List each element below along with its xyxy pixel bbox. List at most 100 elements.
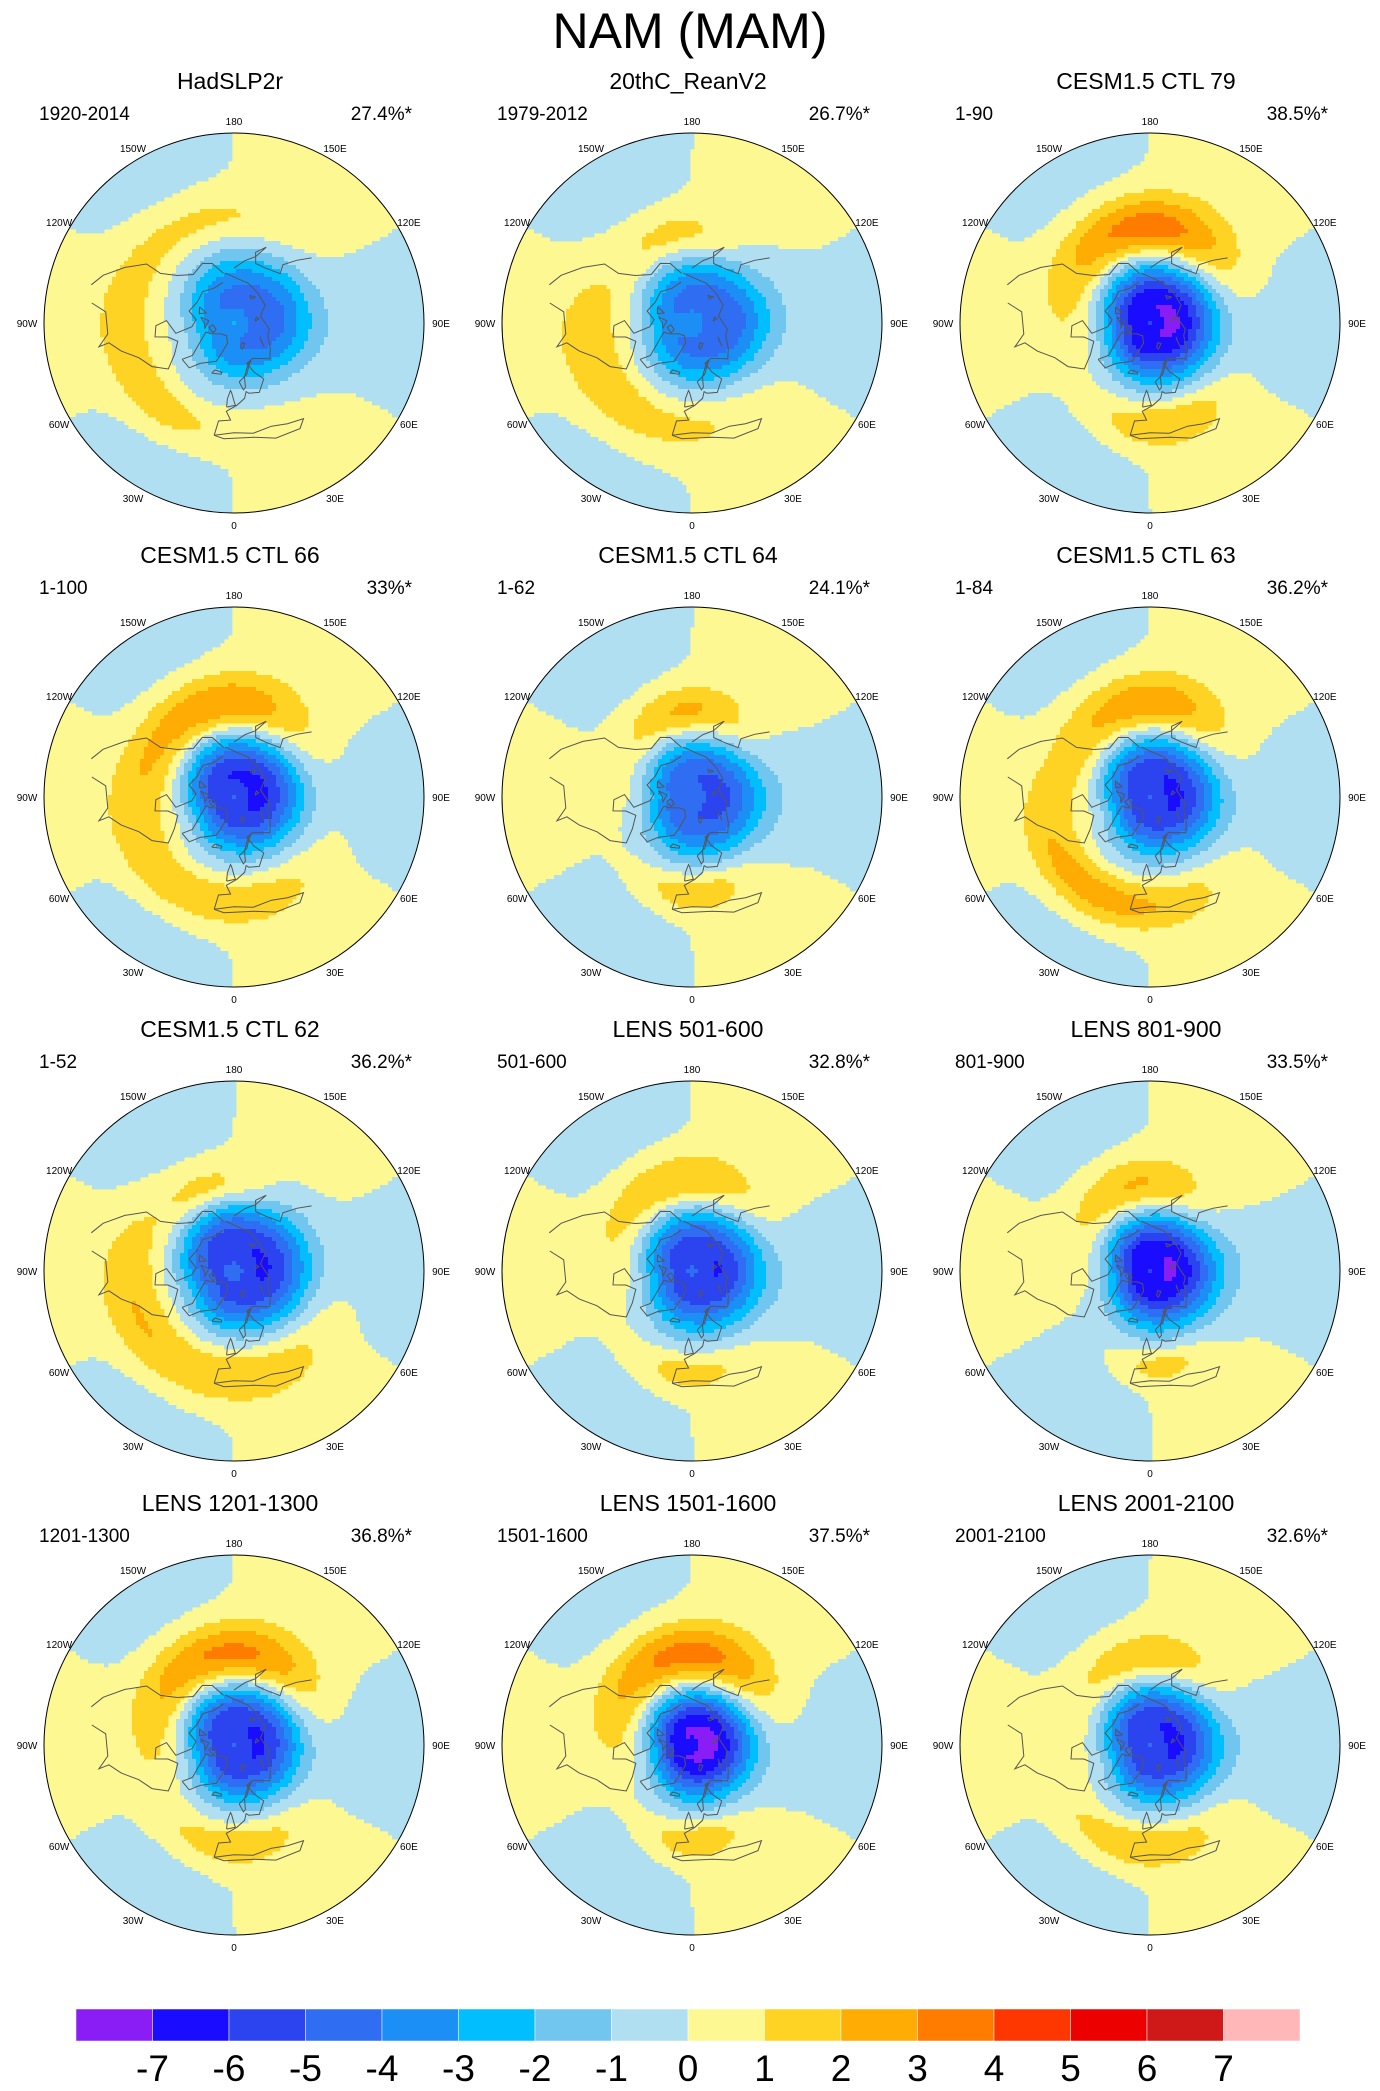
colorbar-swatch [612,2009,689,2041]
lon-label: 150E [1239,1566,1263,1577]
lon-label: 30W [1039,494,1060,505]
lon-label: 90E [890,793,908,804]
lon-label: 180 [684,1065,701,1076]
lon-label: 0 [231,1943,237,1954]
colorbar-swatch [688,2009,765,2041]
panel-variance: 36.8%* [351,1526,412,1548]
lon-label: 60W [49,1368,70,1379]
colorbar-label: 6 [1137,2048,1158,2086]
lon-label: 180 [226,117,243,128]
panel-period: 1920-2014 [39,104,130,126]
lon-label: 30E [1242,1916,1260,1927]
panel-title: CESM1.5 CTL 66 [0,542,460,569]
colorbar-swatch [1224,2009,1301,2041]
lon-label: 120W [46,1166,73,1177]
lon-label: 90W [475,1741,496,1752]
lon-label: 60W [49,894,70,905]
lon-label: 150E [323,144,347,155]
lon-label: 30W [123,968,144,979]
lon-label: 0 [1147,1943,1153,1954]
lon-label: 150E [781,144,805,155]
colorbar-label: 2 [831,2048,852,2086]
lon-label: 180 [1142,591,1159,602]
colorbar-label: -5 [289,2048,322,2086]
field-layer [502,1081,882,1461]
panel-period: 1979-2012 [497,104,588,126]
panel-title: CESM1.5 CTL 64 [458,542,918,569]
lon-label: 60W [965,420,986,431]
lon-label: 120W [504,1166,531,1177]
lon-label: 0 [689,1943,695,1954]
lon-label: 150E [1239,1092,1263,1103]
lon-label: 150W [578,1092,605,1103]
lon-label: 30W [1039,1916,1060,1927]
panel-title: CESM1.5 CTL 79 [916,68,1376,95]
field-layer [960,1081,1340,1461]
lon-label: 30E [1242,494,1260,505]
field-layer [502,133,882,513]
lon-label: 30E [1242,1442,1260,1453]
panel-period: 801-900 [955,1052,1025,1074]
field-layer [502,607,882,987]
lon-label: 90E [890,1267,908,1278]
lon-label: 120W [46,218,73,229]
lon-label: 120E [1313,1166,1337,1177]
lon-label: 120W [46,692,73,703]
panel-period: 1-52 [39,1052,77,1074]
colorbar-label: 3 [907,2048,928,2086]
panel-variance: 37.5%* [809,1526,870,1548]
panel-period: 1-90 [955,104,993,126]
lon-label: 150E [781,618,805,629]
lon-label: 60E [858,1368,876,1379]
colorbar-swatch [382,2009,459,2041]
lon-label: 150E [781,1566,805,1577]
lon-label: 180 [1142,117,1159,128]
lon-label: 0 [231,1469,237,1480]
colorbar-label: 1 [754,2048,775,2086]
panel-period: 1-62 [497,578,535,600]
panel-title: LENS 801-900 [916,1016,1376,1043]
colorbar-swatch [76,2009,153,2041]
lon-label: 30W [123,1916,144,1927]
lon-label: 150W [120,1092,147,1103]
lon-label: 150E [323,618,347,629]
lon-label: 30E [326,1442,344,1453]
panel-period: 1-100 [39,578,88,600]
lon-label: 150E [323,1566,347,1577]
lon-label: 120W [962,692,989,703]
panel-period: 1-84 [955,578,993,600]
colorbar-label: -7 [136,2048,169,2086]
lon-label: 150W [1036,1566,1063,1577]
colorbar-swatch [765,2009,842,2041]
lon-label: 60E [400,1842,418,1853]
lon-label: 60W [507,1368,528,1379]
field-layer [44,133,424,513]
field-layer [960,607,1340,987]
lon-label: 180 [684,1539,701,1550]
panel-period: 501-600 [497,1052,567,1074]
lon-label: 90E [432,793,450,804]
lon-label: 0 [1147,521,1153,532]
lon-label: 180 [1142,1539,1159,1550]
panel-variance: 36.2%* [1267,578,1328,600]
panel-period: 1501-1600 [497,1526,588,1548]
lon-label: 90E [1348,793,1366,804]
lon-label: 90W [933,1267,954,1278]
lon-label: 120E [1313,1640,1337,1651]
lon-label: 120W [46,1640,73,1651]
colorbar-swatch [841,2009,918,2041]
lon-label: 120W [504,692,531,703]
panel-variance: 33%* [367,578,412,600]
lon-label: 90W [17,1741,38,1752]
lon-label: 180 [226,591,243,602]
lon-label: 60E [400,1368,418,1379]
